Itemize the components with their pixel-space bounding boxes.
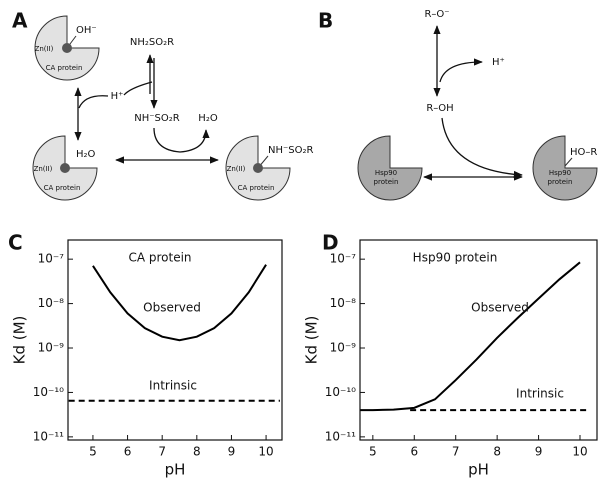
y-tick-label: 10⁻⁷ [38,252,65,266]
line-series [92,264,267,342]
protein-label: Hsp90 [549,169,571,177]
chart-title: Hsp90 protein [413,251,498,265]
ca-complex-hydroxide: OH⁻ Zn(II) CA protein [34,15,100,81]
bond [564,157,573,167]
metal-label: Zn(II) [227,165,246,173]
protein-label: CA protein [44,184,81,192]
protein-shape [357,135,423,201]
protein-label: protein [548,178,573,186]
proton: H⁺ [111,91,124,102]
x-tick-label: 8 [493,445,501,459]
y-tick-label: 10⁻⁸ [38,296,65,310]
protein-shape [32,135,98,201]
series-label: Intrinsic [149,379,197,393]
arrow [439,58,483,83]
sulfonamide: NH₂SO₂R [130,37,174,48]
x-tick-label: 10 [258,445,273,459]
ligand: HO–R [570,147,597,158]
y-axis-label: Kd (M) [303,316,321,365]
series-label: Observed [143,301,201,315]
x-tick-label: 5 [369,445,377,459]
panel-label: D [322,231,339,255]
protein-label: protein [374,178,399,186]
y-tick-label: 10⁻¹⁰ [33,385,64,399]
metal-label: Zn(II) [34,165,53,173]
deprotonated-sulfonamide: NH⁻SO₂R [134,113,180,124]
panel-label: C [8,231,23,255]
metal-ion [253,163,263,173]
panel-label: B [318,9,333,33]
proton: H⁺ [492,57,505,68]
arrow [123,81,153,96]
y-tick-label: 10⁻⁹ [330,341,357,355]
ligand: OH⁻ [76,25,97,36]
x-tick-label: 5 [89,445,97,459]
metal-ion [62,43,72,53]
hsp90-free: Hsp90 protein [357,135,423,201]
y-tick-label: 10⁻⁷ [330,252,357,266]
ca-complex-water: H₂O Zn(II) CA protein [32,135,98,201]
x-tick-label: 9 [228,445,236,459]
x-tick-label: 10 [572,445,587,459]
protein-shape [34,15,100,81]
plot-frame [359,239,598,441]
plot-frame [67,239,283,441]
y-tick-label: 10⁻⁹ [38,341,65,355]
chart-title: CA protein [128,251,191,265]
anion: R–O⁻ [424,9,449,20]
ligand: H₂O [76,149,96,160]
x-tick-label: 7 [452,445,460,459]
y-axis-label: Kd (M) [11,316,29,365]
x-axis-label: pH [468,461,489,479]
x-axis-label: pH [165,461,186,479]
x-tick-label: 8 [193,445,201,459]
y-tick-label: 10⁻¹⁰ [325,385,356,399]
protein-label: CA protein [46,64,83,72]
ca-complex-bound: NH⁻SO₂R Zn(II) CA protein [225,135,314,201]
x-tick-label: 6 [124,445,132,459]
arrow [441,117,523,179]
y-tick-label: 10⁻¹¹ [33,429,64,443]
series-label: Observed [471,301,529,315]
x-tick-label: 7 [158,445,166,459]
line-series [360,261,581,412]
metal-ion [60,163,70,173]
panel-label: A [12,9,28,33]
protein-label: Hsp90 [375,169,397,177]
metal-label: Zn(II) [35,45,54,53]
x-tick-label: 9 [535,445,543,459]
series-label: Intrinsic [516,387,564,401]
water: H₂O [198,113,218,124]
arrow [153,127,210,153]
arrow [78,95,109,109]
ligand: R–OH [426,103,453,114]
protein-shape [532,135,598,201]
hsp90-complex: HO–R Hsp90 protein [532,135,598,201]
y-tick-label: 10⁻¹¹ [325,429,356,443]
y-tick-label: 10⁻⁸ [330,296,357,310]
ligand: NH⁻SO₂R [268,145,314,156]
protein-label: CA protein [238,184,275,192]
x-tick-label: 6 [410,445,418,459]
protein-shape [225,135,291,201]
